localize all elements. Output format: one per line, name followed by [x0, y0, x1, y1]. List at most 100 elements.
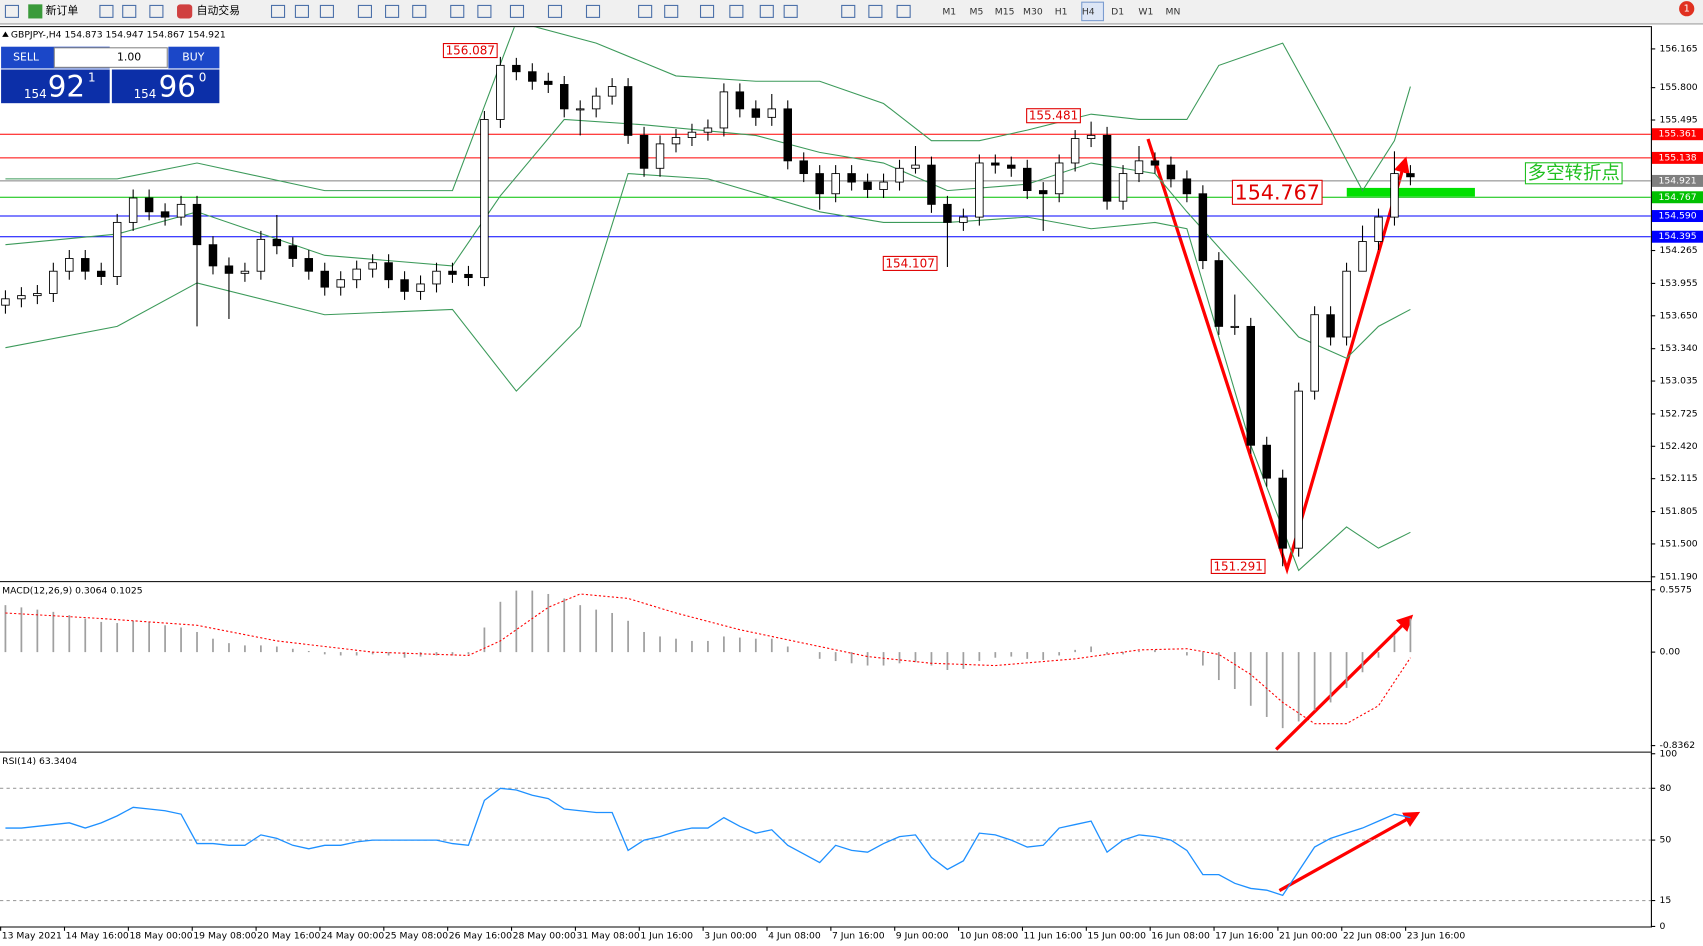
y-tick-label: 0.00 — [1660, 647, 1681, 658]
toolbar-icon[interactable] — [664, 4, 679, 18]
bid-price[interactable] — [1, 69, 110, 104]
timeframe-button[interactable]: H1 — [1055, 6, 1068, 17]
candle-body — [639, 134, 649, 169]
candle-body — [927, 164, 936, 205]
price-label-bg — [1651, 151, 1703, 164]
toolbar-icon[interactable] — [122, 4, 137, 18]
timeframe-button[interactable]: D1 — [1111, 6, 1124, 17]
timeframe-button[interactable]: H4 — [1082, 6, 1095, 17]
candle-body — [33, 293, 42, 297]
macd-histogram — [611, 612, 613, 653]
toolbar-icon[interactable] — [729, 4, 744, 18]
toolbar-icon[interactable] — [699, 4, 715, 18]
toolbar-icon[interactable] — [638, 4, 653, 18]
toolbar-icon[interactable] — [547, 4, 563, 18]
toolbar-icon[interactable] — [294, 4, 309, 18]
candle-body — [895, 167, 904, 183]
lot-input[interactable] — [53, 47, 168, 68]
lot-size[interactable]: 1.00 — [117, 51, 141, 64]
panel-content — [0, 787, 1651, 902]
macd-histogram — [1138, 650, 1140, 653]
candle-body — [512, 64, 521, 73]
toolbar-icon[interactable] — [759, 4, 774, 18]
timeframe-button[interactable]: MN — [1166, 6, 1181, 17]
price-annotation: 154.107 — [885, 256, 934, 270]
toolbar-icon[interactable] — [783, 4, 798, 18]
toolbar-icon[interactable] — [4, 4, 20, 18]
macd-histogram — [100, 621, 103, 653]
new-order-button[interactable]: 新订单 — [46, 3, 79, 17]
macd-histogram — [738, 637, 741, 653]
toolbar-icon[interactable] — [319, 4, 334, 18]
macd-histogram — [4, 605, 7, 653]
toolbar-icon[interactable] — [412, 4, 427, 18]
annotation-box — [1026, 108, 1081, 124]
candle-body — [1406, 173, 1415, 178]
macd-histogram — [260, 645, 262, 653]
candle-body — [544, 80, 553, 85]
macd-histogram — [355, 652, 358, 656]
toolbar-icon[interactable] — [270, 4, 286, 18]
toolbar-icon[interactable] — [585, 4, 601, 18]
timeframe-button[interactable]: M1 — [942, 6, 956, 17]
trend-arrow — [1275, 614, 1414, 751]
macd-histogram — [1217, 652, 1220, 681]
macd-histogram — [1361, 652, 1364, 673]
candle-body — [496, 64, 505, 120]
timeframe-button[interactable]: W1 — [1138, 6, 1153, 17]
toolbar-icon[interactable] — [357, 4, 372, 18]
candle-body — [336, 279, 345, 288]
macd-signal — [5, 593, 1411, 725]
toolbar-icon[interactable] — [896, 4, 911, 18]
y-tick-label: -0.8362 — [1660, 740, 1696, 751]
toolbar-icon[interactable] — [841, 4, 856, 18]
macd-histogram — [52, 611, 55, 653]
buy-button[interactable] — [168, 46, 220, 69]
macd-histogram — [1201, 652, 1204, 666]
candle-body — [128, 197, 138, 223]
candle-body — [1374, 216, 1383, 242]
toolbar-icon[interactable] — [99, 4, 114, 18]
toolbar-icon[interactable] — [385, 4, 400, 18]
candle-body — [480, 119, 489, 279]
candle-body — [815, 173, 824, 195]
ask-price[interactable] — [111, 69, 220, 104]
macd-histogram — [1329, 652, 1332, 703]
macd-histogram — [930, 652, 933, 666]
x-tick-label: 23 Jun 16:00 — [1407, 931, 1466, 942]
ask-frac: 0 — [199, 71, 207, 85]
macd-histogram — [307, 650, 310, 653]
trend-arrow — [1146, 138, 1410, 575]
macd-histogram — [68, 615, 71, 653]
toolbar-icon[interactable] — [868, 4, 883, 18]
candle-body — [751, 108, 761, 118]
macd-histogram — [1409, 618, 1412, 653]
annotation-box — [1210, 558, 1266, 574]
candle-body — [671, 137, 681, 145]
auto-trading-icon[interactable] — [177, 4, 193, 19]
toolbar-icon[interactable] — [477, 4, 492, 18]
toolbar-icon[interactable] — [509, 4, 525, 18]
timeframe-button[interactable]: M15 — [995, 6, 1015, 17]
toolbar-icon[interactable] — [450, 4, 465, 18]
candle-body — [1054, 162, 1064, 195]
toolbar-icon[interactable] — [149, 4, 164, 18]
alert-badge[interactable] — [1679, 1, 1695, 17]
buy-label[interactable]: BUY — [182, 51, 204, 64]
candle-body — [384, 262, 393, 281]
y-tick-label: 152.420 — [1660, 441, 1698, 452]
y-tick-label: 155.495 — [1660, 115, 1698, 126]
candle-body — [1262, 444, 1271, 479]
x-tick-label: 15 Jun 00:00 — [1087, 931, 1146, 942]
sell-label[interactable]: SELL — [13, 51, 39, 64]
timeframe-button[interactable]: M30 — [1023, 6, 1043, 17]
timeframe-button[interactable]: M5 — [969, 6, 983, 17]
auto-trading-button[interactable]: 自动交易 — [197, 3, 240, 17]
bollinger-band — [5, 27, 1411, 192]
x-tick-label: 31 May 08:00 — [576, 931, 639, 942]
new-order-icon[interactable] — [28, 4, 43, 19]
candle-body — [416, 283, 425, 292]
macd-histogram — [1090, 646, 1092, 653]
candle-body — [320, 270, 329, 288]
candle-body — [1214, 260, 1224, 327]
